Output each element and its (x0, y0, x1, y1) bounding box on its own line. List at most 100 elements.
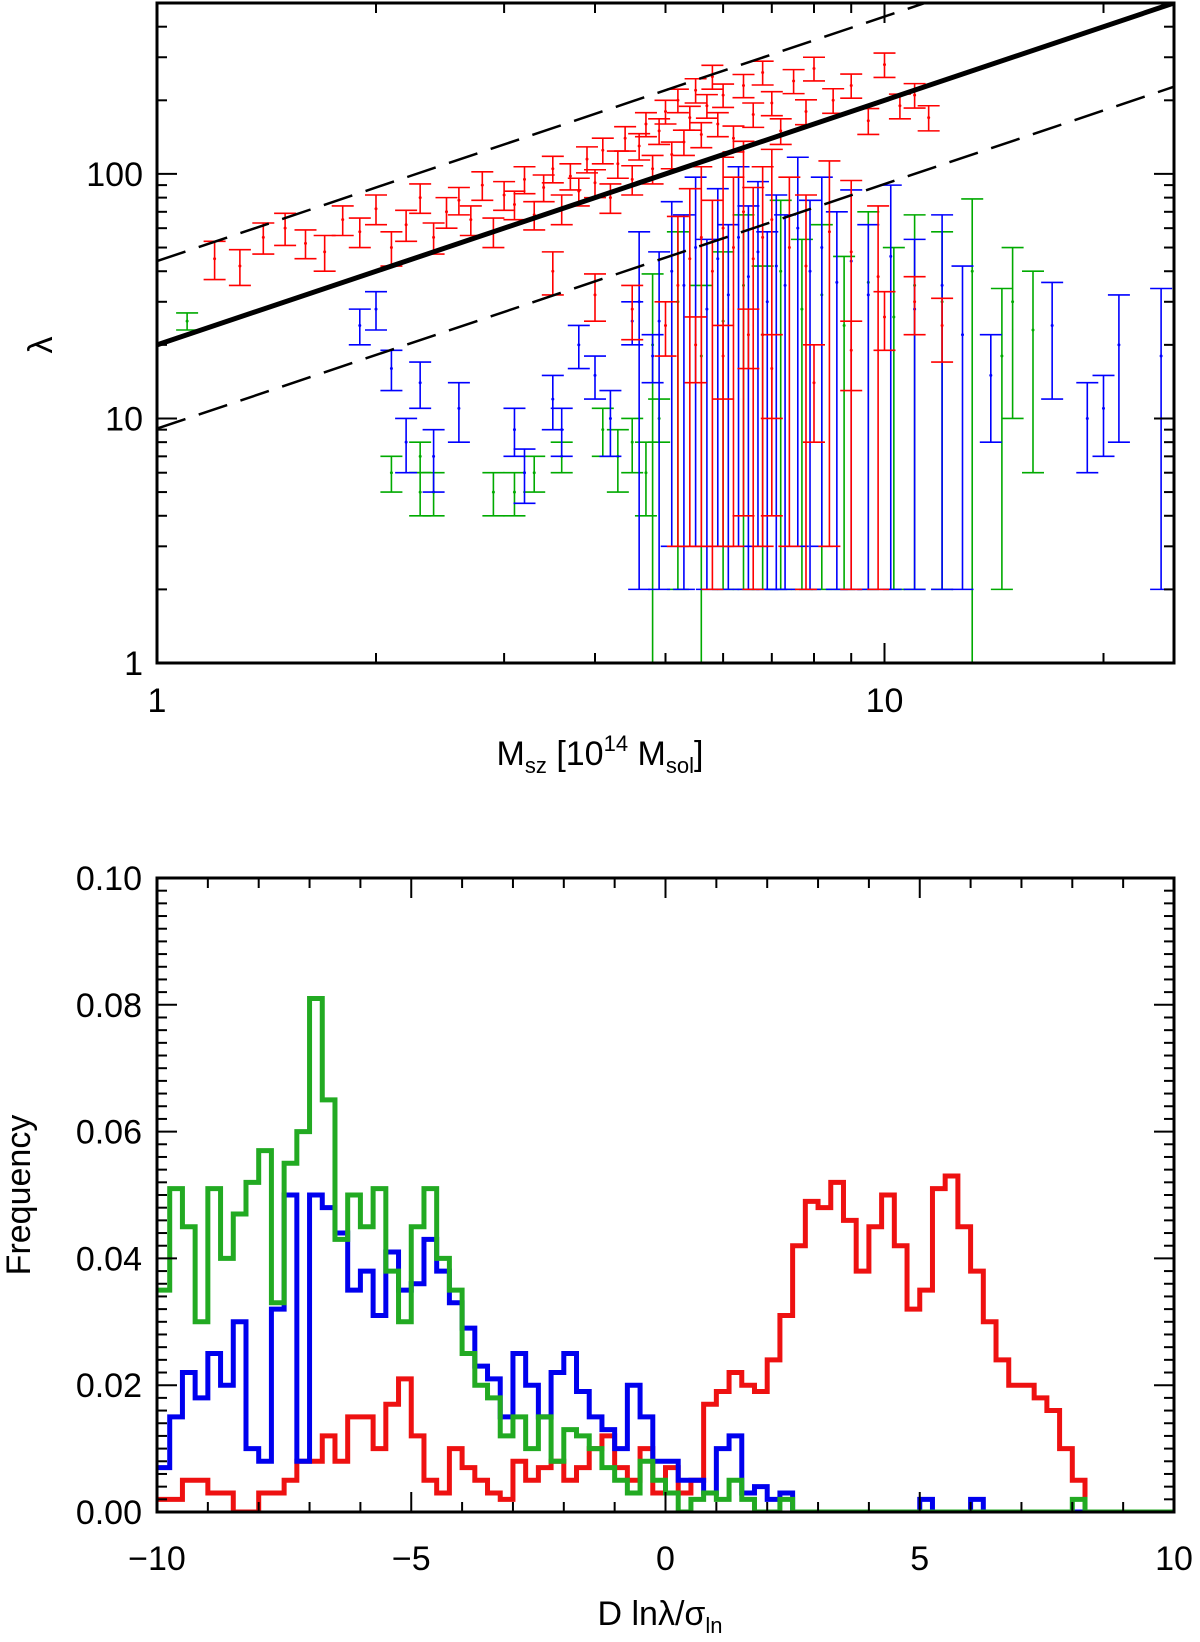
error-bar-point (1001, 246, 1024, 420)
error-bar-point (634, 441, 657, 517)
y-tick-label: 0.04 (76, 1240, 142, 1278)
error-bar-point (990, 287, 1013, 591)
histogram-marks (157, 995, 1174, 1512)
scatter-y-axis-label: λ (22, 337, 60, 354)
error-bar-point (380, 349, 403, 392)
y-tick-label: 0.02 (76, 1367, 142, 1405)
error-bar-point (541, 374, 564, 431)
error-bar-point (447, 186, 470, 216)
y-tick-label: 0.06 (76, 1114, 142, 1152)
error-bar-point (701, 199, 724, 591)
error-bar-point (583, 355, 606, 400)
error-bar-point (471, 171, 494, 202)
error-bar-point (482, 471, 505, 517)
error-bar-point (228, 248, 251, 287)
y-tick-label: 100 (86, 156, 143, 194)
error-bar-point (678, 105, 701, 131)
error-bar-point (882, 246, 905, 591)
error-bar-point (550, 407, 573, 458)
error-bar-point (690, 165, 713, 548)
scatter-panel: 1 10 1 10 100 Msz [1014 Msol] λ (22, 1, 1176, 778)
error-bar-point (331, 205, 354, 237)
error-bar-point (732, 140, 755, 517)
error-bar-point (364, 290, 387, 331)
y-tick-label: 0.08 (76, 987, 142, 1025)
error-bar-point (690, 121, 713, 149)
error-bar-point (666, 215, 689, 548)
error-bar-point (678, 187, 701, 548)
error-bar-point (1076, 381, 1099, 474)
error-bar-point (794, 98, 817, 126)
x-tick-label: 5 (910, 1540, 929, 1578)
error-bar-point (1107, 294, 1130, 443)
error-bar-point (599, 389, 622, 458)
error-bar-point (409, 471, 432, 517)
error-bar-point (1041, 281, 1064, 400)
error-bar-point (873, 52, 896, 79)
scatter-marks (157, 3, 1174, 663)
error-bar-point (840, 179, 863, 591)
x-tick-label: −5 (392, 1540, 431, 1578)
histogram-green (157, 995, 1174, 1512)
error-bar-point (541, 155, 564, 184)
error-bar-point (857, 223, 880, 591)
error-bar-point (778, 176, 801, 548)
error-bar-point (751, 165, 774, 548)
error-bar-point (523, 455, 546, 493)
error-bar-point (294, 229, 317, 260)
error-bar-point (364, 194, 387, 226)
error-bar-point (695, 93, 718, 119)
error-bar-point (931, 297, 954, 363)
y-tick-label: 0.00 (76, 1494, 142, 1532)
error-bar-point (606, 150, 629, 180)
scatter-axis-ticks (156, 2, 1174, 664)
error-bar-point (648, 118, 671, 146)
error-bar-point (695, 238, 718, 591)
error-bar-point (493, 180, 516, 212)
error-bar-point (409, 183, 432, 215)
error-bar-point (751, 60, 774, 86)
error-bar-point (176, 312, 199, 331)
error-bar-point (737, 308, 760, 370)
x-tick-label: 10 (1155, 1540, 1193, 1578)
error-bar-point (840, 73, 863, 100)
error-bar-point (409, 361, 432, 410)
error-bar-point (765, 194, 788, 591)
histogram-y-axis-label: Frequency (0, 1115, 38, 1276)
error-bar-point (628, 230, 651, 591)
error-bar-point (727, 165, 750, 548)
error-bar-point (422, 428, 445, 493)
error-bar-point (459, 205, 482, 237)
error-bar-point (951, 265, 974, 591)
error-bar-point (684, 316, 707, 384)
error-bar-point (769, 118, 792, 146)
error-bar-point (203, 240, 226, 281)
scatter-x-axis-label: Msz [1014 Msol] (497, 731, 704, 778)
error-bar-point (760, 90, 783, 117)
error-bar-point (641, 273, 664, 663)
error-bar-point (903, 275, 926, 336)
error-bar-point (532, 174, 555, 203)
error-bar-point (1150, 287, 1173, 591)
error-bar-point (818, 160, 841, 548)
error-bar-point (447, 381, 470, 443)
error-bar-point (252, 222, 275, 255)
x-tick-label: 1 (148, 682, 167, 720)
upper-scatter-line (157, 3, 929, 263)
error-bar-point (567, 324, 590, 370)
error-bar-point (712, 83, 735, 109)
scatter-tick-labels: 1 10 1 10 100 (86, 156, 903, 720)
error-bar-point (857, 107, 880, 136)
error-bar-point (1092, 374, 1115, 458)
error-bar-point (348, 308, 371, 346)
error-bar-point (513, 448, 536, 505)
error-bar-point (879, 184, 902, 591)
error-bar-point (559, 163, 582, 191)
error-bar-point (541, 251, 564, 296)
x-tick-label: 0 (656, 1540, 675, 1578)
error-bar-point (701, 64, 724, 91)
error-bar-point (873, 290, 896, 352)
error-bar-point (802, 56, 825, 82)
error-bar-point (742, 102, 765, 129)
histogram-tick-labels: −10 −5 0 5 10 0.00 0.02 0.04 0.06 0.08 0.10 (76, 860, 1193, 1578)
